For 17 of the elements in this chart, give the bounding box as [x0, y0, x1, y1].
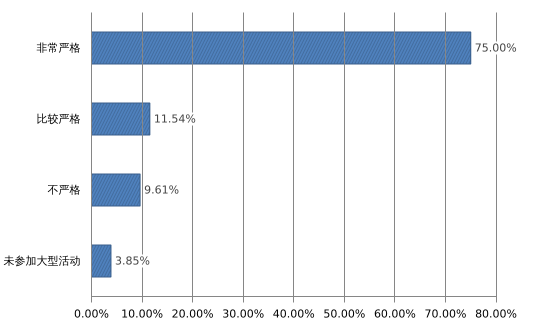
x-tick-label: 30.00% — [222, 308, 264, 320]
x-tick-label: 60.00% — [374, 308, 416, 320]
y-tick-label: 未参加大型活动 — [4, 254, 80, 268]
data-label: 9.61% — [144, 184, 180, 196]
x-tick-label: 50.00% — [323, 308, 366, 320]
y-tick-label: 非常严格 — [36, 42, 80, 54]
x-tick-label: 10.00% — [121, 308, 164, 320]
data-label: 3.85% — [114, 254, 150, 268]
data-label: 11.54% — [154, 112, 196, 126]
x-tick-label: 70.00% — [424, 308, 466, 320]
x-tick-label: 0.00% — [74, 308, 109, 320]
x-tick-label: 40.00% — [272, 308, 315, 320]
x-tick-label: 20.00% — [172, 308, 214, 320]
data-label: 75.00% — [474, 42, 517, 54]
y-tick-label: 比较严格 — [36, 112, 80, 126]
x-tick-label: 80.00% — [475, 308, 518, 320]
y-tick-label: 不严格 — [48, 184, 80, 196]
